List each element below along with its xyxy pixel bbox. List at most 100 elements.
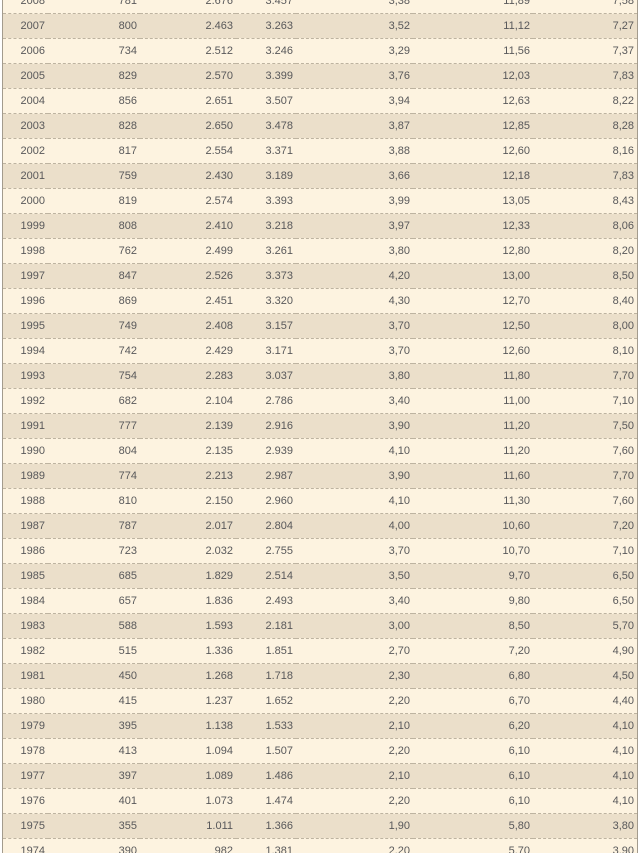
value-cell-4: 3,38: [296, 0, 413, 14]
value-cell-1: 415: [48, 688, 140, 714]
year-cell: 1976: [3, 788, 48, 814]
value-cell-2: 2.650: [140, 113, 236, 139]
value-cell-6: 7,10: [533, 388, 637, 414]
value-cell-1: 588: [48, 613, 140, 639]
value-cell-3: 3.393: [236, 188, 296, 214]
value-cell-6: 8,50: [533, 263, 637, 289]
table-row: 1975 355 1.011 1.366 1,90 5,80 3,80: [3, 813, 637, 839]
value-cell-6: 7,70: [533, 463, 637, 489]
value-cell-2: 2.430: [140, 163, 236, 189]
value-cell-6: 3,80: [533, 813, 637, 839]
value-cell-4: 3,80: [296, 238, 413, 264]
value-cell-3: 3.157: [236, 313, 296, 339]
year-cell: 2005: [3, 63, 48, 89]
value-cell-4: 3,90: [296, 463, 413, 489]
table-row: 2002 817 2.554 3.371 3,88 12,60 8,16: [3, 138, 637, 164]
value-cell-2: 2.283: [140, 363, 236, 389]
year-cell: 1982: [3, 638, 48, 664]
value-cell-3: 3.037: [236, 363, 296, 389]
value-cell-2: 2.651: [140, 88, 236, 114]
year-cell: 1993: [3, 363, 48, 389]
value-cell-5: 12,33: [413, 213, 533, 239]
value-cell-5: 12,63: [413, 88, 533, 114]
value-cell-1: 856: [48, 88, 140, 114]
value-cell-5: 5,80: [413, 813, 533, 839]
year-cell: 1986: [3, 538, 48, 564]
value-cell-4: 4,30: [296, 288, 413, 314]
value-cell-2: 1.094: [140, 738, 236, 764]
value-cell-4: 4,10: [296, 488, 413, 514]
value-cell-6: 4,50: [533, 663, 637, 689]
value-cell-3: 3.371: [236, 138, 296, 164]
value-cell-6: 7,37: [533, 38, 637, 64]
value-cell-3: 3.218: [236, 213, 296, 239]
value-cell-6: 8,43: [533, 188, 637, 214]
year-cell: 1981: [3, 663, 48, 689]
value-cell-5: 6,10: [413, 738, 533, 764]
value-cell-4: 2,70: [296, 638, 413, 664]
table-row: 1981 450 1.268 1.718 2,30 6,80 4,50: [3, 663, 637, 689]
year-cell: 1978: [3, 738, 48, 764]
value-cell-1: 829: [48, 63, 140, 89]
value-cell-4: 2,20: [296, 838, 413, 853]
value-cell-6: 8,10: [533, 338, 637, 364]
value-cell-6: 7,83: [533, 163, 637, 189]
table-row: 1995 749 2.408 3.157 3,70 12,50 8,00: [3, 313, 637, 339]
value-cell-3: 2.786: [236, 388, 296, 414]
statistics-table: 2008 781 2.676 3.457 3,38 11,89 7,58 200…: [3, 0, 637, 853]
value-cell-4: 3,99: [296, 188, 413, 214]
year-cell: 2007: [3, 13, 48, 39]
table-row: 1985 685 1.829 2.514 3,50 9,70 6,50: [3, 563, 637, 589]
value-cell-1: 401: [48, 788, 140, 814]
value-cell-2: 2.526: [140, 263, 236, 289]
year-cell: 1980: [3, 688, 48, 714]
value-cell-1: 685: [48, 563, 140, 589]
value-cell-3: 3.457: [236, 0, 296, 14]
year-cell: 1991: [3, 413, 48, 439]
value-cell-1: 450: [48, 663, 140, 689]
value-cell-2: 1.073: [140, 788, 236, 814]
value-cell-1: 754: [48, 363, 140, 389]
value-cell-5: 7,20: [413, 638, 533, 664]
value-cell-5: 9,70: [413, 563, 533, 589]
value-cell-2: 2.554: [140, 138, 236, 164]
value-cell-4: 4,20: [296, 263, 413, 289]
year-cell: 1997: [3, 263, 48, 289]
value-cell-5: 9,80: [413, 588, 533, 614]
value-cell-3: 1.474: [236, 788, 296, 814]
value-cell-2: 2.574: [140, 188, 236, 214]
value-cell-3: 3.171: [236, 338, 296, 364]
value-cell-3: 3.399: [236, 63, 296, 89]
value-cell-2: 2.499: [140, 238, 236, 264]
value-cell-2: 1.268: [140, 663, 236, 689]
value-cell-1: 810: [48, 488, 140, 514]
value-cell-1: 742: [48, 338, 140, 364]
value-cell-3: 3.189: [236, 163, 296, 189]
value-cell-3: 2.181: [236, 613, 296, 639]
value-cell-1: 774: [48, 463, 140, 489]
value-cell-6: 7,60: [533, 488, 637, 514]
year-cell: 1983: [3, 613, 48, 639]
value-cell-3: 1.486: [236, 763, 296, 789]
value-cell-1: 777: [48, 413, 140, 439]
table-row: 1991 777 2.139 2.916 3,90 11,20 7,50: [3, 413, 637, 439]
value-cell-2: 2.139: [140, 413, 236, 439]
value-cell-1: 762: [48, 238, 140, 264]
value-cell-6: 4,40: [533, 688, 637, 714]
year-cell: 1979: [3, 713, 48, 739]
value-cell-2: 2.463: [140, 13, 236, 39]
table-row: 1997 847 2.526 3.373 4,20 13,00 8,50: [3, 263, 637, 289]
value-cell-1: 828: [48, 113, 140, 139]
value-cell-5: 13,00: [413, 263, 533, 289]
year-cell: 1974: [3, 838, 48, 853]
value-cell-5: 5,70: [413, 838, 533, 853]
value-cell-5: 12,70: [413, 288, 533, 314]
year-cell: 1994: [3, 338, 48, 364]
value-cell-1: 847: [48, 263, 140, 289]
value-cell-2: 2.213: [140, 463, 236, 489]
value-cell-4: 2,20: [296, 788, 413, 814]
value-cell-1: 390: [48, 838, 140, 853]
year-cell: 2006: [3, 38, 48, 64]
value-cell-6: 8,28: [533, 113, 637, 139]
